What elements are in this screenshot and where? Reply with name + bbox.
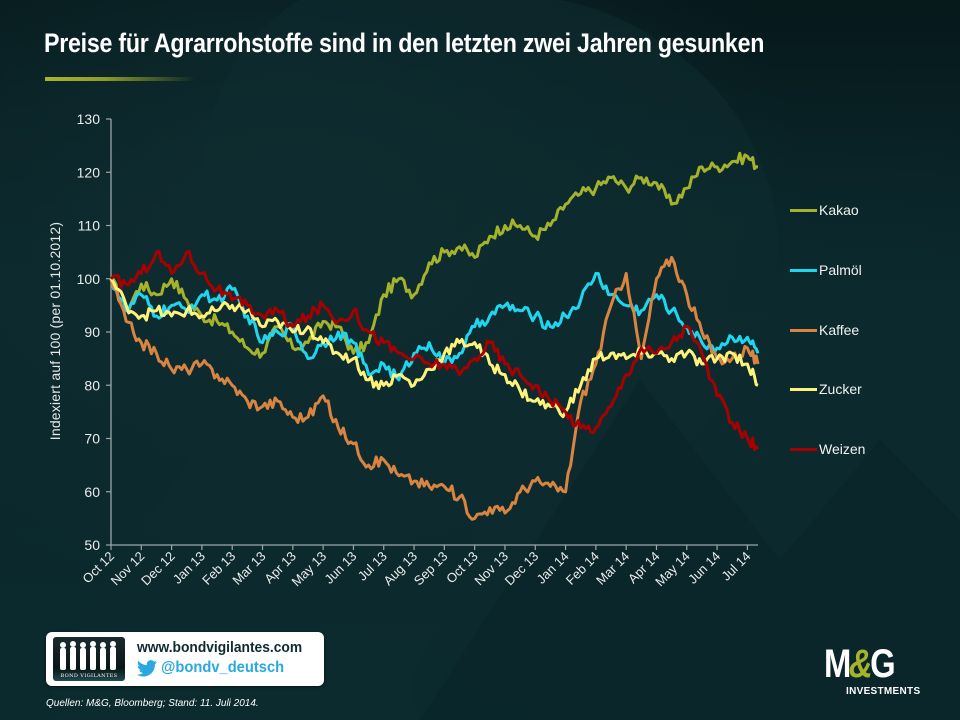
legend-label-palmoel: Palmöl: [819, 262, 862, 278]
twitter-bird-icon: [137, 659, 157, 676]
website-link[interactable]: www.bondvigilantes.com: [137, 639, 303, 656]
mg-logo-ampersand: &: [848, 642, 873, 686]
page-title: Preise für Agrarrohstoffe sind in den le…: [44, 28, 765, 58]
x-tick-label: Mar 14: [593, 549, 632, 588]
bond-vigilantes-logo-text: BOND VIGILANTES: [60, 673, 118, 679]
x-tick-label: Mar 13: [229, 549, 268, 588]
y-axis: 50 60 70 80 90 100 110 120 130: [77, 111, 112, 553]
mg-logo-investments: INVESTMENTS: [846, 686, 921, 697]
legend-swatch-kakao: [790, 208, 817, 212]
legend-swatch-kaffee: [790, 328, 817, 332]
mg-investments-logo: M&G INVESTMENTS: [824, 644, 942, 700]
x-tick-label: May 14: [652, 549, 693, 590]
x-tick-label: Dec 12: [138, 549, 178, 589]
legend-label-zucker: Zucker: [819, 381, 862, 397]
y-axis-label: Indexiert auf 100 (per 01.10.2012): [47, 221, 63, 441]
y-tick-label: 120: [77, 164, 101, 180]
series-line-kakao: [110, 151, 759, 359]
legend-item-kakao: Kakao: [790, 202, 859, 218]
y-tick-label: 60: [84, 484, 100, 500]
bondvigilantes-promo-box: BOND VIGILANTES www.bondvigilantes.com @…: [46, 632, 324, 686]
legend-label-kaffee: Kaffee: [819, 322, 860, 338]
title-underline: [45, 77, 195, 81]
mg-logo-g: G: [870, 642, 896, 686]
y-tick-label: 100: [77, 271, 101, 287]
series-lines: [109, 151, 760, 521]
x-tick-label: Sep 13: [411, 549, 451, 589]
legend-swatch-palmoel: [790, 268, 817, 272]
bond-vigilantes-logo: BOND VIGILANTES: [53, 637, 125, 681]
legend-item-weizen: Weizen: [790, 441, 865, 457]
legend-item-kaffee: Kaffee: [790, 322, 859, 338]
mg-logo-letters: M&G: [824, 642, 896, 686]
x-tick-label: Jun 13: [321, 549, 359, 587]
legend-label-kakao: Kakao: [819, 202, 859, 218]
legend-item-palmoel: Palmöl: [790, 262, 862, 278]
y-tick-label: 80: [84, 377, 100, 393]
legend-label-weizen: Weizen: [819, 441, 866, 457]
x-tick-label: May 13: [288, 549, 329, 590]
x-tick-label: Feb 14: [563, 549, 602, 588]
twitter-handle: @bondv_deutsch: [161, 659, 285, 676]
legend-swatch-weizen: [790, 447, 817, 451]
y-tick-label: 90: [84, 324, 100, 340]
silhouettes-icon: [60, 641, 116, 670]
x-tick-label: Feb 13: [199, 549, 238, 588]
legend-item-zucker: Zucker: [790, 381, 862, 397]
y-tick-label: 110: [78, 218, 101, 234]
source-note: Quellen: M&G, Bloomberg; Stand: 11. Juli…: [46, 698, 259, 709]
series-line-kaffee: [109, 255, 760, 521]
x-tick-label: Jul 14: [718, 549, 753, 584]
background-ampersand-shape: [52, 0, 779, 720]
y-tick-label: 70: [84, 431, 100, 447]
series-line-weizen: [109, 250, 760, 451]
legend-swatch-zucker: [790, 387, 817, 391]
y-tick-label: 130: [77, 111, 101, 127]
x-tick-label: Jun 14: [685, 549, 723, 587]
twitter-link[interactable]: @bondv_deutsch: [137, 659, 295, 677]
y-tick-label: 50: [84, 537, 100, 553]
x-tick-label: Dec 13: [502, 549, 542, 589]
background-mountain-shape: [420, 380, 960, 720]
mg-logo-m: M: [824, 642, 851, 686]
